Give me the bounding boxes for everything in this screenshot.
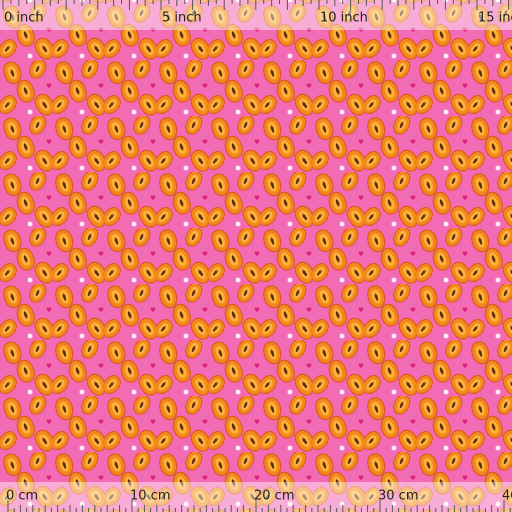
cm-label: 40 — [502, 489, 512, 504]
cm-label: 10 cm — [130, 489, 171, 504]
inch-label: 0 inch — [4, 11, 44, 26]
cm-label: 20 cm — [254, 489, 295, 504]
cm-label: 0 cm — [6, 489, 38, 504]
inch-label: 15 inch — [478, 11, 512, 26]
inch-label: 10 inch — [320, 11, 368, 26]
inch-label: 5 inch — [162, 11, 202, 26]
cm-label: 30 cm — [378, 489, 419, 504]
